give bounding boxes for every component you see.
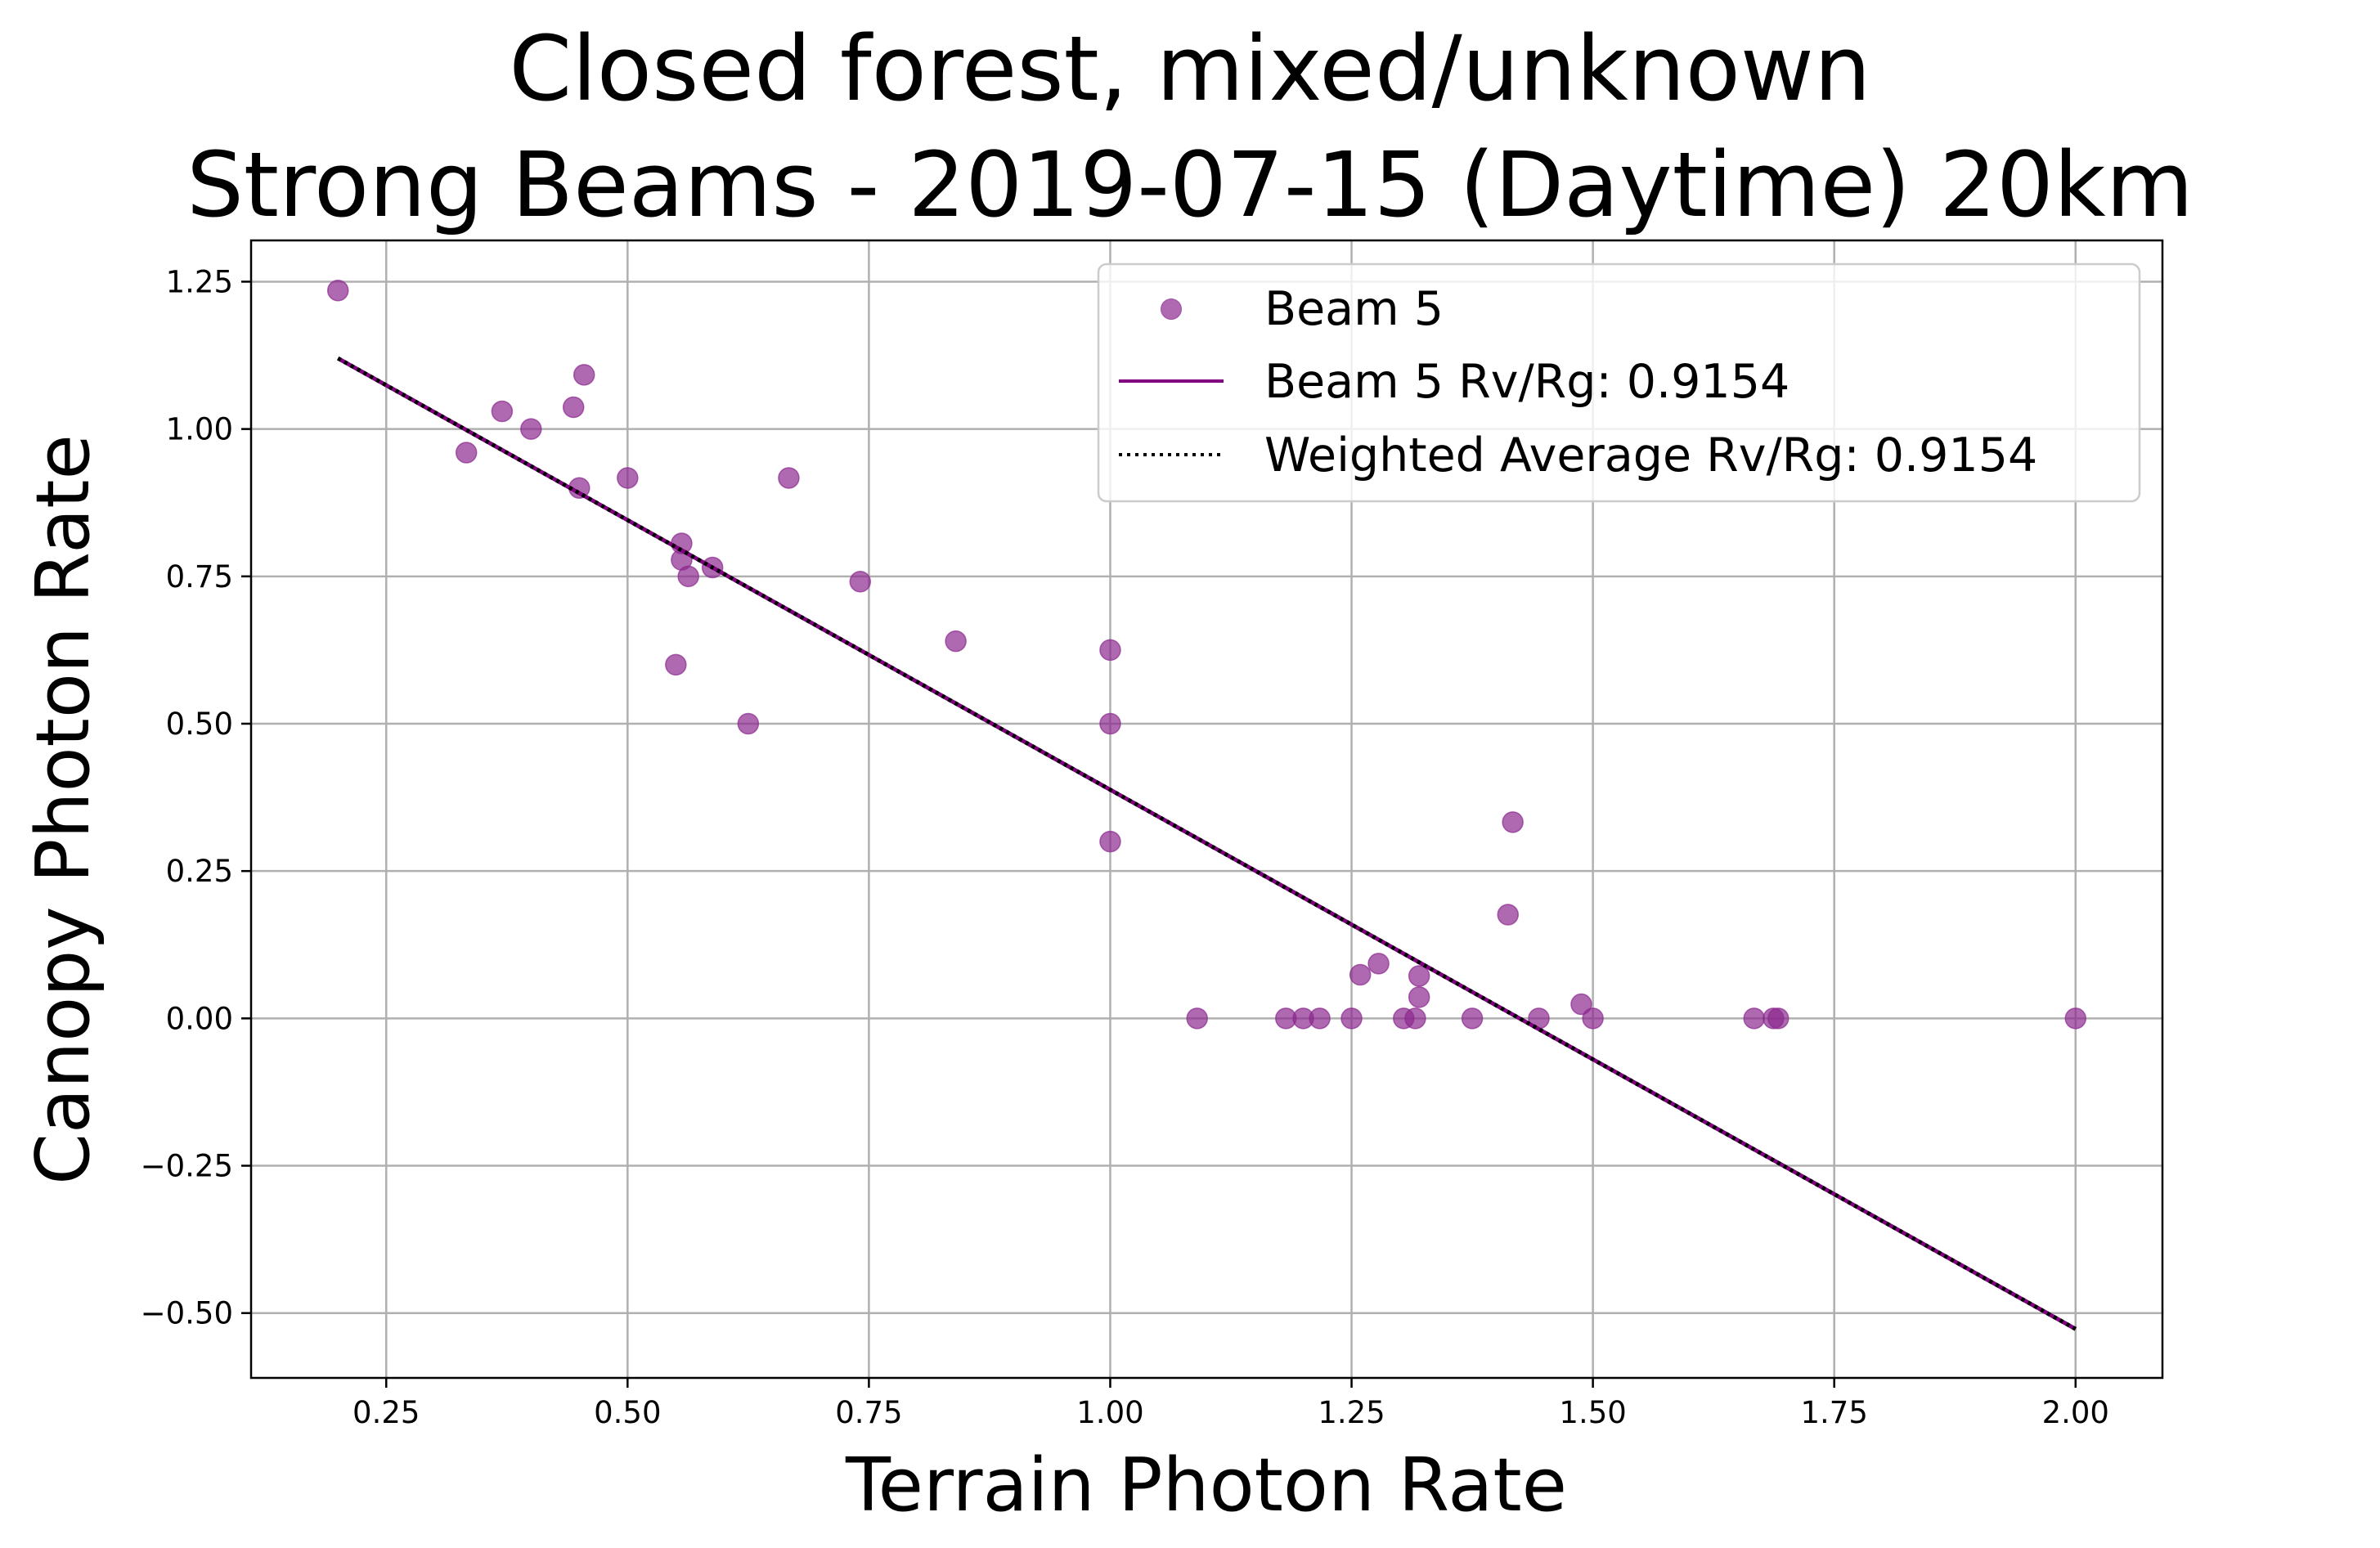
data-point (455, 442, 478, 464)
x-axis-label: Terrain Photon Rate (845, 1443, 1567, 1528)
data-point (737, 712, 760, 735)
y-tick-label: 0.75 (166, 559, 233, 595)
y-tick-label: 1.25 (166, 264, 233, 299)
y-axis-label: Canopy Photon Rate (20, 434, 106, 1185)
data-point (665, 653, 687, 676)
y-tick-label: 0.50 (166, 707, 233, 742)
data-point (1099, 712, 1121, 735)
data-point (1099, 639, 1121, 662)
y-tick-label: 0.25 (166, 854, 233, 889)
legend-label-beam5: Beam 5 (1264, 282, 1444, 336)
data-point (1767, 1007, 1789, 1030)
y-tick-label: 0.00 (166, 1001, 233, 1036)
legend-label-fit: Beam 5 Rv/Rg: 0.9154 (1264, 355, 1789, 409)
chart-title-line-2: Strong Beams - 2019-07-15 (Daytime) 20km (186, 132, 2194, 237)
data-point (1408, 986, 1430, 1008)
data-point (520, 418, 542, 440)
axis-ticks: 0.25 0.50 0.75 1.00 1.25 1.50 1.75 2.00 1.25 1.00… (141, 264, 2109, 1430)
data-point (1408, 965, 1430, 987)
y-tick-label: −0.25 (141, 1149, 233, 1184)
x-tick-label: 0.25 (353, 1395, 420, 1430)
data-point (1340, 1007, 1363, 1030)
data-point (849, 571, 872, 593)
data-point (1570, 993, 1592, 1016)
weighted-average-line (337, 356, 2077, 1331)
data-point (945, 630, 967, 653)
plot-content (326, 280, 2087, 1331)
data-point (326, 280, 349, 302)
data-point (1743, 1007, 1765, 1030)
data-point (562, 396, 585, 419)
data-point (491, 400, 514, 423)
plot-frame (249, 239, 2164, 1380)
legend-marker-beam5 (1161, 298, 1182, 320)
x-tick-label: 1.25 (1318, 1395, 1385, 1430)
data-point (1099, 830, 1121, 853)
legend: Beam 5 Beam 5 Rv/Rg: 0.9154 Weighted Ave… (1097, 262, 2141, 503)
data-point (1582, 1007, 1604, 1030)
data-point (1309, 1007, 1331, 1030)
chart-title-line-1: Closed forest, mixed/unknown (509, 16, 1870, 121)
x-tick-label: 1.00 (1076, 1395, 1143, 1430)
legend-box (1097, 262, 2141, 503)
data-point (778, 467, 800, 489)
x-tick-label: 2.00 (2042, 1395, 2109, 1430)
data-point (1502, 811, 1524, 833)
data-point (2064, 1007, 2087, 1030)
x-tick-label: 0.75 (835, 1395, 902, 1430)
y-tick-label: −0.50 (141, 1296, 233, 1331)
data-point (573, 364, 595, 386)
x-tick-label: 1.50 (1559, 1395, 1626, 1430)
data-point (1497, 904, 1520, 926)
legend-label-weighted: Weighted Average Rv/Rg: 0.9154 (1264, 429, 2037, 482)
data-point (1349, 963, 1372, 986)
y-tick-label: 1.00 (166, 412, 233, 447)
data-point (1186, 1007, 1208, 1030)
data-point (617, 467, 639, 489)
x-tick-label: 1.75 (1801, 1395, 1868, 1430)
data-point (677, 565, 699, 588)
x-tick-label: 0.50 (594, 1395, 661, 1430)
data-point (1404, 1007, 1426, 1030)
data-point (1367, 953, 1390, 975)
data-point (1461, 1007, 1484, 1030)
